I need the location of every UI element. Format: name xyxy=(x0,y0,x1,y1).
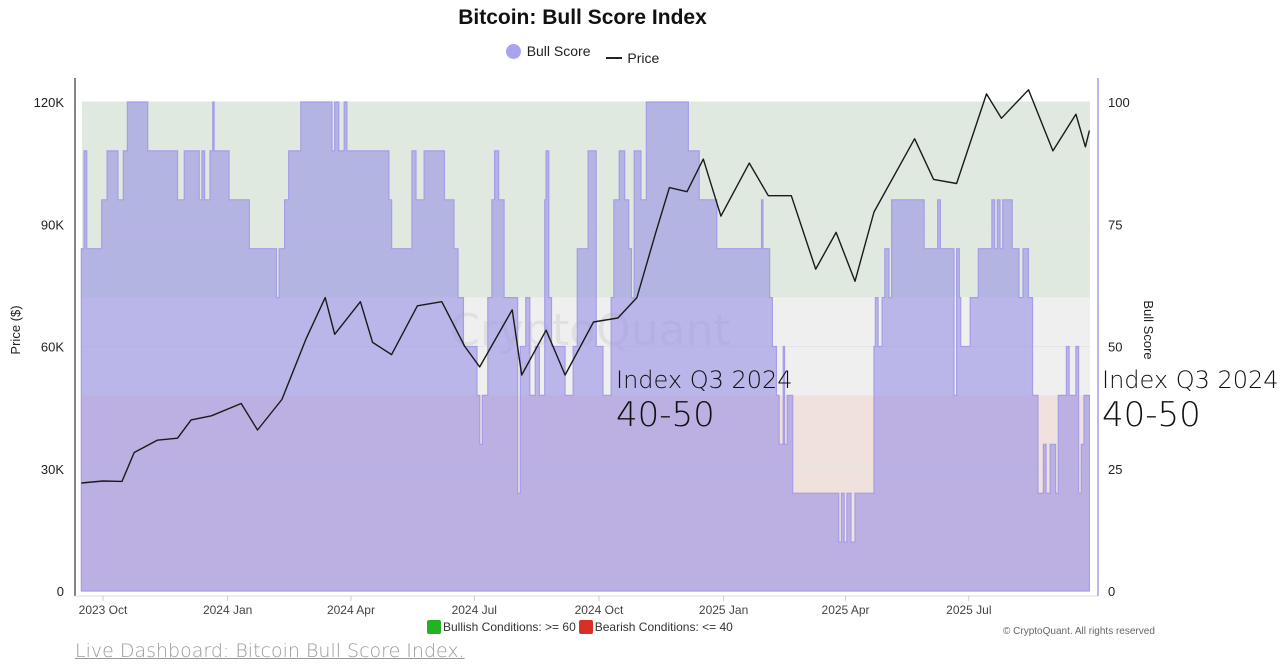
left-tick-label: 90K xyxy=(41,217,64,232)
x-tick-label: 2024 Jan xyxy=(203,603,252,617)
annotation-line2: 40-50 xyxy=(616,395,715,435)
left-tick-label: 0 xyxy=(57,584,64,599)
bullish-swatch-icon xyxy=(427,620,441,634)
legend-label: Price xyxy=(627,49,660,66)
x-tick-label: 2025 Apr xyxy=(822,603,870,617)
right-tick-label: 100 xyxy=(1108,95,1130,110)
left-tick-label: 30K xyxy=(41,462,64,477)
chart-title: Bitcoin: Bull Score Index xyxy=(458,6,707,29)
annotation-line1: Index Q3 2024 xyxy=(616,366,793,394)
right-tick-label: 0 xyxy=(1108,584,1115,599)
annotation-index-q3-2024-right: Index Q3 2024 40-50 xyxy=(1102,368,1279,432)
conditions-legend: Bullish Conditions: >= 60 Bearish Condit… xyxy=(427,620,733,634)
x-tick-label: 2024 Oct xyxy=(575,603,624,617)
annotation-index-q3-2024: Index Q3 2024 40-50 xyxy=(616,368,793,432)
bearish-swatch-icon xyxy=(578,620,593,634)
legend-label: Bull Score xyxy=(526,43,591,59)
x-tick-label: 2025 Jan xyxy=(699,603,748,617)
x-tick-label: 2024 Apr xyxy=(327,603,375,617)
x-tick-label: 2023 Oct xyxy=(79,603,128,617)
bullish-label: Bullish Conditions: >= 60 xyxy=(443,620,576,634)
price-line xyxy=(81,89,1091,484)
x-tick-label: 2025 Jul xyxy=(946,603,991,617)
legend-item-price[interactable]: Price xyxy=(606,50,659,66)
legend: Bull Score Price xyxy=(0,43,1165,66)
bearish-label: Bearish Conditions: <= 40 xyxy=(594,620,733,634)
legend-item-bull-score[interactable]: Bull Score xyxy=(505,43,591,59)
right-tick-label: 25 xyxy=(1108,462,1122,477)
annotation-line2: 40-50 xyxy=(1102,395,1201,435)
annotation-line1: Index Q3 2024 xyxy=(1102,366,1279,394)
bull-score-swatch-icon xyxy=(505,43,521,59)
copyright: © CryptoQuant. All rights reserved xyxy=(1003,626,1155,637)
x-tick-label: 2024 Jul xyxy=(452,603,497,617)
right-tick-label: 50 xyxy=(1108,340,1122,355)
bull-score-area xyxy=(80,101,1091,592)
live-dashboard-link[interactable]: Live Dashboard: Bitcoin Bull Score Index… xyxy=(75,640,465,662)
left-tick-label: 120K xyxy=(34,95,65,110)
right-axis-title: Bull Score xyxy=(1141,300,1156,359)
right-tick-label: 75 xyxy=(1108,217,1122,232)
left-tick-label: 60K xyxy=(41,340,64,355)
left-axis-title: Price ($) xyxy=(8,305,23,354)
price-line-swatch-icon xyxy=(606,56,623,59)
